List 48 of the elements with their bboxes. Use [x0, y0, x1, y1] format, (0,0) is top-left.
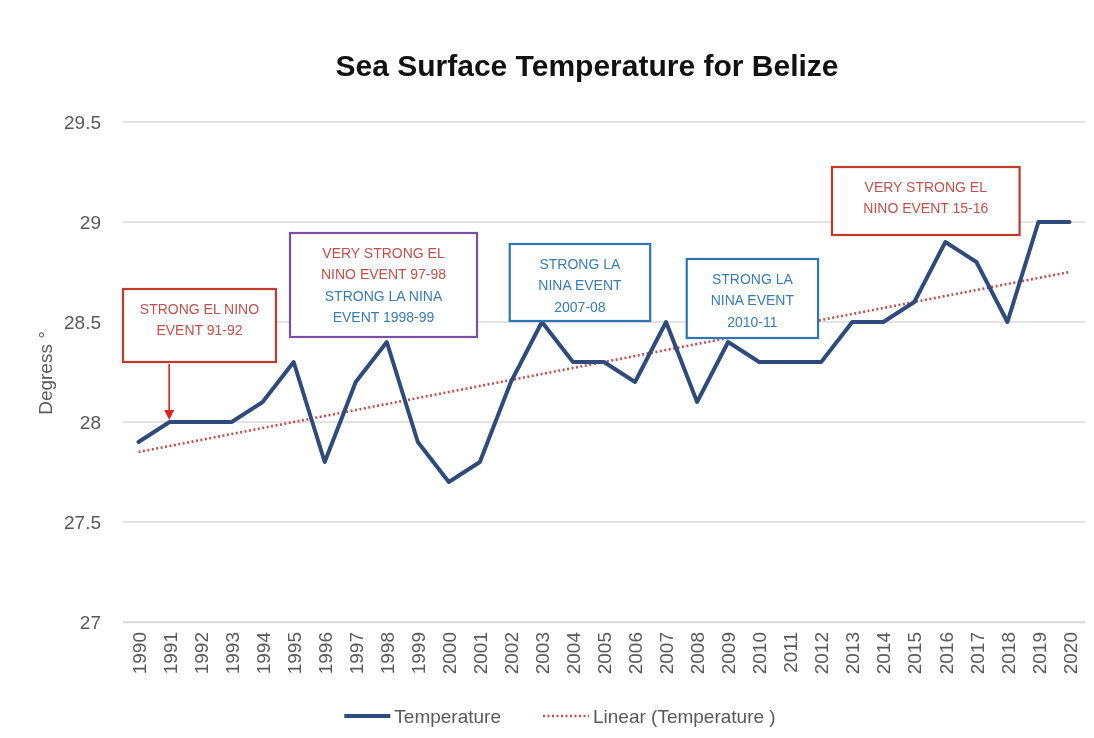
x-tick-label: 2018	[997, 632, 1019, 675]
x-tick-label: 2012	[811, 632, 833, 675]
annotation: STRONG EL NINO EVENT 91-92	[139, 300, 260, 339]
x-tick-label: 2017	[966, 632, 988, 675]
annotation: STRONG LA NINA EVENT 2007-08	[538, 255, 623, 315]
y-tick-label: 29	[79, 211, 101, 233]
y-tick-label: 29.5	[64, 111, 101, 133]
x-tick-label: 2001	[470, 632, 492, 675]
x-tick-label: 1996	[314, 632, 336, 675]
y-tick-label: 28	[79, 411, 101, 433]
x-tick-label: 1993	[221, 632, 243, 675]
line-series	[136, 220, 1072, 484]
x-tick-label: 1998	[376, 632, 398, 675]
x-tick-label: 2015	[904, 632, 926, 675]
y-tick-label: 27.5	[64, 511, 101, 533]
annotation: STRONG LA NINA EVENT 2010-11	[710, 270, 795, 330]
x-tick-label: 2020	[1059, 632, 1081, 675]
x-tick-label: 2008	[687, 632, 709, 675]
x-tick-label: 2000	[438, 632, 460, 675]
x-tick-label: 1997	[345, 632, 367, 675]
annotation: STRONG LA NINA EVENT 1998-99	[324, 287, 443, 326]
y-tick-label: 27	[79, 611, 101, 633]
chart-title: Sea Surface Temperature for Belize	[335, 49, 839, 82]
x-tick-label: 2013	[842, 632, 864, 675]
x-tick-label: 2016	[935, 632, 957, 675]
x-tick-label: 2002	[501, 632, 523, 675]
x-tick-label: 2009	[718, 632, 740, 675]
x-tick-label: 2006	[625, 632, 647, 675]
x-tick-label: 1991	[159, 632, 181, 675]
x-tick-label: 1999	[407, 632, 429, 675]
x-tick-label: 1995	[283, 632, 305, 675]
x-tick-label: 2011	[780, 632, 802, 673]
x-tick-label: 2007	[656, 632, 678, 675]
x-tick-label: 2019	[1028, 632, 1050, 675]
annotation: VERY STRONG EL NINO EVENT 97-98	[321, 244, 447, 283]
x-tick-label: 2010	[749, 632, 771, 675]
x-tick-label: 1990	[128, 632, 150, 675]
y-axis-title: Degress °	[35, 331, 56, 415]
annotation: VERY STRONG EL NINO EVENT 15-16	[863, 178, 989, 217]
x-tick-label: 2004	[563, 631, 585, 675]
x-tick-label: 2005	[594, 632, 616, 675]
legend-label: Linear (Temperature )	[592, 705, 776, 727]
x-tick-label: 2003	[532, 632, 554, 675]
x-tick-label: 1992	[190, 632, 212, 675]
x-tick-label: 1994	[252, 631, 274, 675]
legend-label: Temperature	[394, 705, 501, 727]
x-tick-label: 2014	[873, 631, 895, 675]
y-tick-label: 28.5	[64, 311, 101, 333]
